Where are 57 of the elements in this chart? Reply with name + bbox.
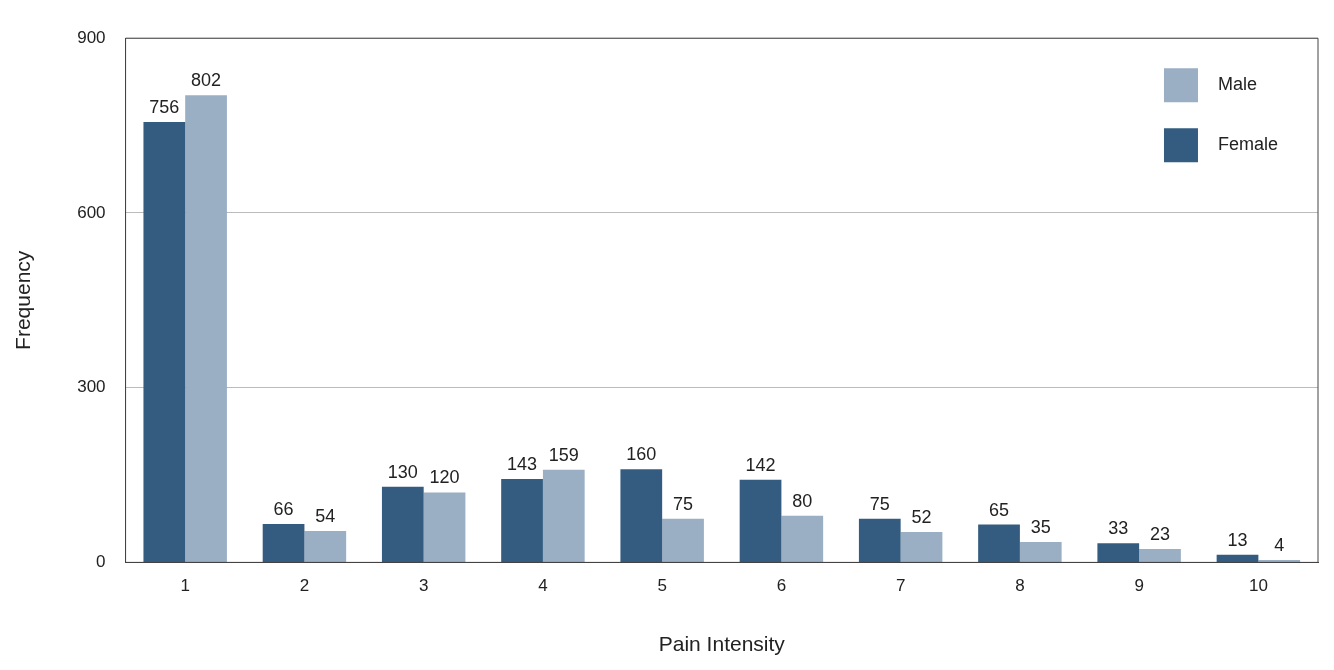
bar bbox=[662, 518, 704, 562]
bar bbox=[781, 515, 824, 562]
x-tick-label: 7 bbox=[895, 576, 906, 596]
bar bbox=[185, 95, 227, 562]
data-label: 4 bbox=[1274, 535, 1285, 556]
data-label: 66 bbox=[273, 498, 294, 519]
data-label: 65 bbox=[989, 499, 1010, 520]
x-tick-label: 2 bbox=[299, 576, 310, 596]
legend-label: Female bbox=[1217, 134, 1279, 155]
bar bbox=[1019, 542, 1062, 562]
data-label: 159 bbox=[548, 444, 579, 465]
data-label: 120 bbox=[429, 467, 460, 488]
x-tick-label: 3 bbox=[418, 576, 429, 596]
data-label: 35 bbox=[1030, 516, 1051, 537]
x-tick-label: 10 bbox=[1248, 576, 1268, 596]
x-tick-label: 4 bbox=[538, 576, 548, 596]
data-label: 52 bbox=[911, 507, 932, 528]
bar bbox=[143, 122, 186, 562]
data-label: 143 bbox=[507, 454, 538, 475]
data-label: 23 bbox=[1149, 523, 1171, 544]
data-label: 80 bbox=[792, 490, 813, 511]
data-label: 75 bbox=[869, 493, 890, 514]
y-tick-label: 0 bbox=[96, 552, 106, 572]
data-label: 802 bbox=[191, 70, 222, 91]
bar bbox=[978, 524, 1020, 562]
data-label: 54 bbox=[315, 505, 336, 526]
x-tick-label: 8 bbox=[1015, 576, 1025, 596]
bar bbox=[739, 479, 782, 562]
y-tick-label: 900 bbox=[77, 27, 106, 47]
x-tick-label: 5 bbox=[657, 576, 667, 596]
legend-label: Male bbox=[1217, 74, 1257, 95]
x-tick-label: 1 bbox=[180, 576, 190, 596]
bar bbox=[304, 530, 347, 562]
bar bbox=[262, 523, 305, 562]
bar bbox=[542, 469, 585, 562]
bar bbox=[1097, 543, 1140, 562]
data-label: 75 bbox=[673, 493, 694, 514]
data-label: 756 bbox=[149, 97, 180, 118]
data-label: 130 bbox=[387, 461, 418, 482]
x-tick-label: 6 bbox=[776, 576, 787, 596]
bar bbox=[1139, 549, 1181, 562]
y-axis-title: Frequency bbox=[11, 250, 35, 350]
bar bbox=[501, 479, 543, 562]
data-label: 13 bbox=[1227, 529, 1248, 550]
bar bbox=[423, 492, 466, 562]
x-tick-label: 9 bbox=[1134, 576, 1144, 596]
y-tick-label: 600 bbox=[77, 202, 106, 222]
x-axis-title: Pain Intensity bbox=[658, 632, 786, 656]
y-tick-label: 300 bbox=[77, 377, 106, 397]
bar bbox=[858, 518, 901, 562]
data-label: 160 bbox=[626, 444, 657, 465]
bar bbox=[620, 469, 663, 562]
bar bbox=[381, 486, 424, 562]
data-label: 142 bbox=[745, 454, 776, 475]
data-label: 33 bbox=[1108, 518, 1129, 539]
bar bbox=[900, 532, 943, 562]
bar bbox=[1216, 554, 1259, 562]
